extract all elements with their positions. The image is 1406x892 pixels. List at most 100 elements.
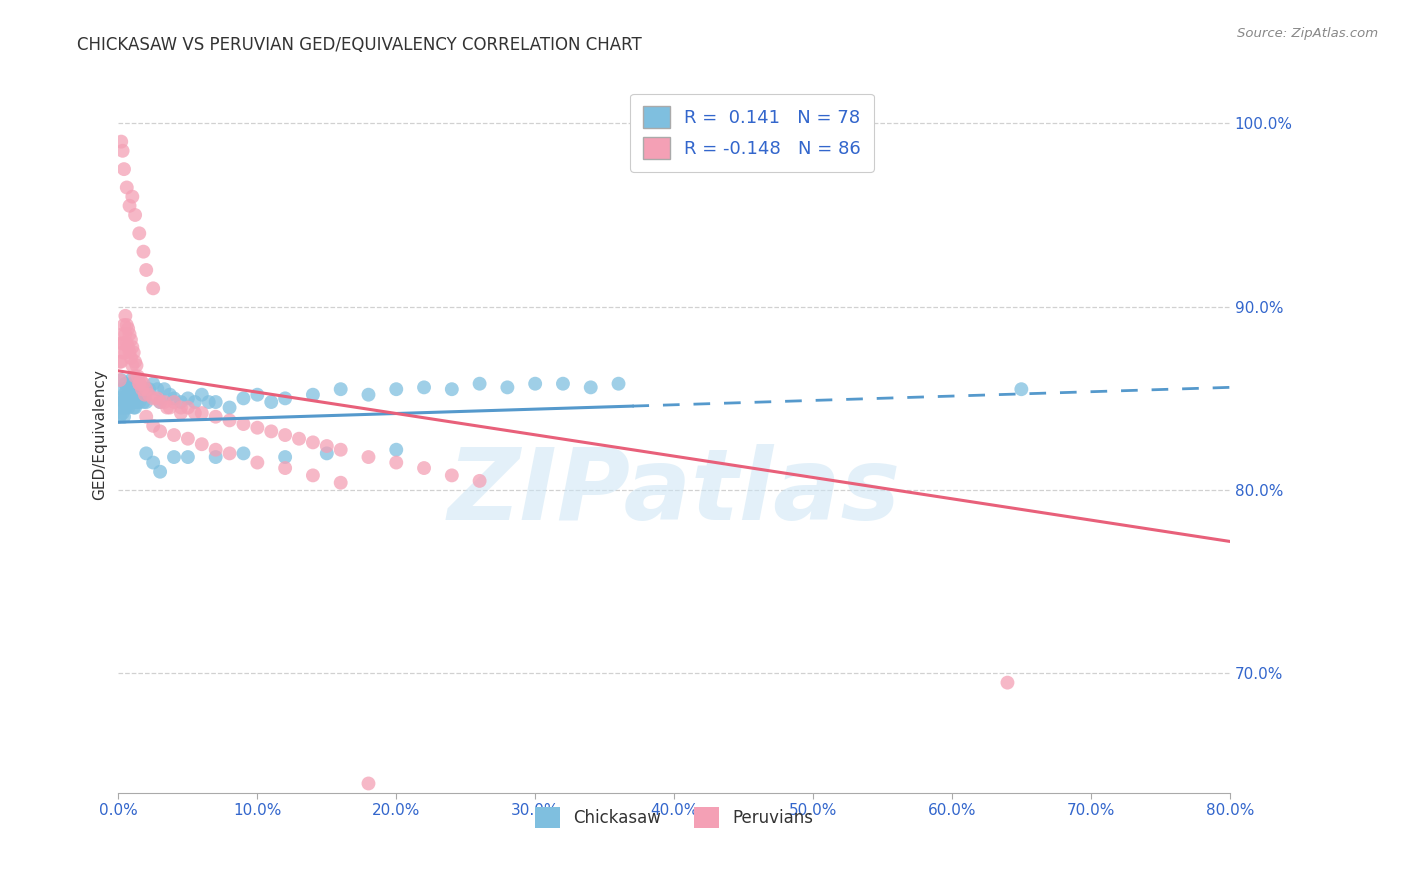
Point <box>110 135 132 149</box>
Point <box>149 395 172 409</box>
Point <box>128 376 150 391</box>
Point <box>118 327 141 342</box>
Point <box>142 376 165 391</box>
Point <box>135 409 157 424</box>
Point <box>114 309 136 323</box>
Point <box>146 382 169 396</box>
Point <box>204 450 226 464</box>
Point <box>121 340 143 354</box>
Point <box>128 376 150 391</box>
Point <box>274 392 297 406</box>
Point <box>329 382 352 396</box>
Point <box>112 409 135 424</box>
Point <box>112 387 135 401</box>
Point <box>112 318 135 332</box>
Point <box>246 387 269 401</box>
Point <box>125 359 148 373</box>
Point <box>134 387 156 401</box>
Point <box>127 369 149 384</box>
Point <box>135 395 157 409</box>
Point <box>110 401 132 415</box>
Point <box>121 359 143 373</box>
Point <box>288 432 311 446</box>
Point <box>260 395 283 409</box>
Point <box>1010 382 1032 396</box>
Legend: Chickasaw, Peruvians: Chickasaw, Peruvians <box>529 801 820 834</box>
Point <box>114 345 136 359</box>
Point <box>357 387 380 401</box>
Point <box>218 446 240 460</box>
Point <box>114 376 136 391</box>
Point <box>117 340 139 354</box>
Point <box>134 387 156 401</box>
Point <box>142 392 165 406</box>
Point <box>413 380 436 394</box>
Y-axis label: GED/Equivalency: GED/Equivalency <box>93 369 107 500</box>
Point <box>184 406 207 420</box>
Point <box>111 327 134 342</box>
Point <box>142 456 165 470</box>
Point <box>118 380 141 394</box>
Point <box>121 395 143 409</box>
Point <box>413 461 436 475</box>
Point <box>112 336 135 351</box>
Point <box>159 401 181 415</box>
Point <box>302 468 325 483</box>
Point <box>108 409 131 424</box>
Point <box>131 382 153 396</box>
Point <box>114 401 136 415</box>
Point <box>111 382 134 396</box>
Point <box>111 406 134 420</box>
Point <box>120 333 142 347</box>
Point <box>177 432 200 446</box>
Point <box>246 456 269 470</box>
Point <box>138 387 160 401</box>
Point <box>524 376 547 391</box>
Point <box>125 380 148 394</box>
Point <box>163 392 186 406</box>
Point <box>132 376 155 391</box>
Point <box>114 392 136 406</box>
Point <box>121 189 143 203</box>
Point <box>132 395 155 409</box>
Point <box>142 418 165 433</box>
Point <box>218 401 240 415</box>
Point <box>315 439 337 453</box>
Point <box>142 281 165 295</box>
Point <box>204 409 226 424</box>
Point <box>607 376 630 391</box>
Point <box>118 199 141 213</box>
Point <box>108 373 131 387</box>
Point <box>184 395 207 409</box>
Point <box>191 437 214 451</box>
Point <box>274 461 297 475</box>
Point <box>246 420 269 434</box>
Point <box>135 382 157 396</box>
Point <box>115 318 138 332</box>
Point <box>121 376 143 391</box>
Point <box>468 376 491 391</box>
Point <box>156 401 179 415</box>
Point <box>997 675 1019 690</box>
Point <box>191 387 214 401</box>
Point <box>496 380 519 394</box>
Point <box>177 401 200 415</box>
Point <box>274 428 297 442</box>
Point <box>115 180 138 194</box>
Point <box>197 395 219 409</box>
Point <box>551 376 574 391</box>
Point <box>122 382 145 396</box>
Point <box>232 417 254 431</box>
Point <box>357 450 380 464</box>
Point <box>385 442 408 457</box>
Point <box>110 336 132 351</box>
Point <box>149 465 172 479</box>
Point <box>122 401 145 415</box>
Point <box>159 387 181 401</box>
Point <box>131 380 153 394</box>
Point <box>135 446 157 460</box>
Point <box>127 387 149 401</box>
Point <box>108 392 131 406</box>
Point <box>118 345 141 359</box>
Point <box>112 395 135 409</box>
